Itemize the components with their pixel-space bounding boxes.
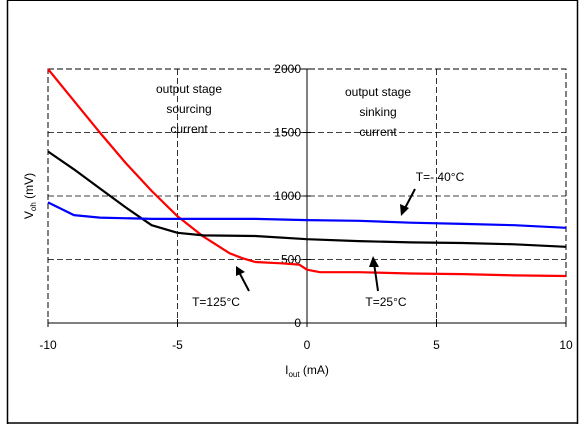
x-axis-label: Iout (mA) — [285, 363, 329, 379]
series-t-minus40-line — [47, 201, 567, 229]
y-tick-label: 2000 — [274, 62, 301, 76]
y-tick-label: 1000 — [274, 189, 301, 203]
sourcing-annotation: output stage sourcing current — [156, 82, 222, 136]
sourcing-line-2: sourcing — [166, 102, 211, 116]
sinking-annotation: output stage sinking current — [345, 85, 411, 139]
sinking-line-3: current — [359, 125, 397, 139]
y-axis-label: Voh (mV) — [22, 173, 38, 219]
arrow-t125 — [238, 271, 250, 292]
series-t125-line — [47, 68, 567, 278]
sinking-line-2: sinking — [359, 105, 396, 119]
series-t25-line — [47, 150, 567, 248]
sinking-line-1: output stage — [345, 85, 411, 99]
x-tick-label: -5 — [172, 338, 183, 352]
series-group — [47, 68, 567, 278]
x-tick-label: 0 — [304, 338, 311, 352]
pointer-arrows — [236, 188, 416, 292]
label-t25: T=25°C — [365, 295, 406, 309]
arrowhead-t25 — [369, 256, 379, 267]
arrow-t25 — [373, 262, 379, 292]
x-tick-label: 10 — [559, 338, 573, 352]
arrowhead-t125 — [236, 266, 245, 276]
y-tick-label: 0 — [294, 316, 301, 330]
y-tick-label: 1500 — [274, 126, 301, 140]
x-tick-label: -10 — [39, 338, 57, 352]
arrow-t-minus40 — [403, 188, 416, 211]
sourcing-line-1: output stage — [156, 82, 222, 96]
grid — [48, 69, 566, 323]
arrowhead-t-minus40 — [400, 204, 409, 216]
label-t-minus40: T=- 40°C — [416, 170, 465, 184]
x-tick-label: 5 — [433, 338, 440, 352]
sourcing-line-3: current — [170, 122, 208, 136]
label-t125: T=125°C — [192, 295, 240, 309]
